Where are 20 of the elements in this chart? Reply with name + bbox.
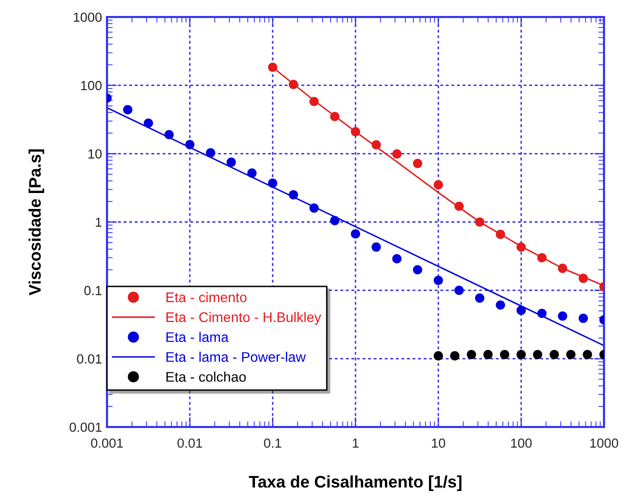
x-tick-label: 1: [352, 438, 359, 448]
legend-label: Eta - lama - Power-law: [166, 352, 306, 362]
y-tick-label: 0.1: [84, 286, 102, 296]
x-tick-label: 0.01: [178, 438, 202, 448]
y-tick-label: 1: [96, 218, 102, 227]
x-tick-label: 0.1: [264, 438, 282, 448]
legend-label: Eta - lama: [166, 332, 229, 342]
y-tick-label: 0.001: [70, 422, 102, 432]
y-tick-label: 1000: [74, 12, 102, 22]
y-tick-label: 10: [88, 149, 102, 159]
x-axis-title: Taxa de Cisalhamento [1/s]: [248, 475, 462, 491]
y-axis-title: Viscosidade [Pa.s]: [28, 149, 44, 296]
legend-label: Eta - cimento: [166, 292, 247, 302]
x-tick-label: 100: [511, 438, 532, 448]
y-tick-label: 0.01: [76, 354, 102, 364]
x-tick-label: 10: [432, 438, 446, 448]
y-tick-label: 100: [81, 80, 102, 90]
legend-label: Eta - colchao: [166, 372, 246, 382]
x-tick-label: 1000: [590, 438, 618, 448]
legend-label: Eta - Cimento - H.Bulkley: [166, 312, 322, 325]
